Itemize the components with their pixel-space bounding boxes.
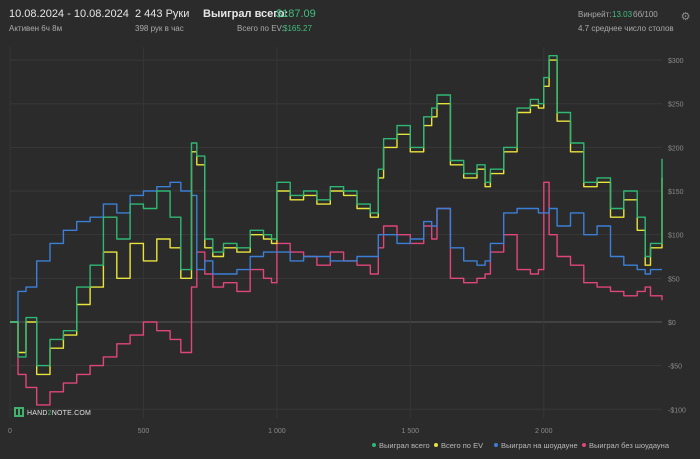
legend-item-non-showdown[interactable]: Выиграл без шоудауна <box>582 441 669 450</box>
legend-label-showdown: Выиграл на шоудауне <box>501 441 578 450</box>
legend-label-ev-total: Всего по EV <box>441 441 484 450</box>
legend-dot-showdown <box>494 443 498 447</box>
y-tick-label: $50 <box>668 276 680 283</box>
avg-tables: 4.7 среднее число столов <box>578 24 674 33</box>
ev-total-label: Всего по EV: <box>237 24 284 33</box>
legend-dot-ev-total <box>434 443 438 447</box>
legend-label-won-total: Выиграл всего <box>379 441 430 450</box>
hand2note-logo: HAND2NOTE.COM <box>14 407 91 419</box>
x-tick-label: 500 <box>138 428 150 435</box>
x-tick-label: 1 000 <box>268 428 286 435</box>
gear-icon[interactable]: ⚙ <box>680 11 691 23</box>
series-line-showdown[interactable] <box>10 181 662 323</box>
series-line-won-total[interactable] <box>10 55 663 367</box>
logo-digit: 2 <box>47 410 52 417</box>
y-tick-label: $200 <box>668 145 684 152</box>
active-time: Активен 6ч 8м <box>9 24 63 33</box>
legend-dot-non-showdown <box>582 443 586 447</box>
winrate-label: Винрейт: <box>578 10 612 19</box>
hands-per-hour: 398 рук в час <box>135 24 184 33</box>
winrate-value: 13.03 <box>612 10 633 19</box>
x-tick-label: 0 <box>8 428 12 435</box>
won-total-label: Выиграл всего: <box>203 8 289 20</box>
legend-label-non-showdown: Выиграл без шоудауна <box>589 441 669 450</box>
logo-prefix: HAND <box>27 410 48 417</box>
y-tick-label: $300 <box>668 58 684 65</box>
x-tick-label: 2 000 <box>535 428 553 435</box>
logo-suffix: NOTE.COM <box>51 410 92 417</box>
y-tick-label: -$100 <box>668 407 686 414</box>
y-tick-label: -$50 <box>668 364 682 371</box>
legend-item-won-total[interactable]: Выиграл всего <box>372 441 430 450</box>
won-total-value: $187.09 <box>276 8 316 20</box>
legend-item-ev-total[interactable]: Всего по EV <box>434 441 483 450</box>
y-tick-label: $100 <box>668 233 684 240</box>
y-tick-label: $0 <box>668 320 676 327</box>
ev-total-value: $165.27 <box>283 24 312 33</box>
winrate-unit: бб/100 <box>633 10 658 19</box>
y-tick-label: $150 <box>668 189 684 196</box>
x-tick-label: 1 500 <box>402 428 420 435</box>
y-tick-label: $250 <box>668 102 684 109</box>
summary-header: 10.08.2024 - 10.08.2024 Активен 6ч 8м 2 … <box>0 0 700 40</box>
series-line-non-showdown[interactable] <box>10 181 663 406</box>
logo-mark-icon <box>14 407 24 417</box>
date-range[interactable]: 10.08.2024 - 10.08.2024 <box>9 8 129 20</box>
hands-count: 2 443 Руки <box>135 8 190 20</box>
legend-item-showdown[interactable]: Выиграл на шоудауне <box>494 441 578 450</box>
legend-dot-won-total <box>372 443 376 447</box>
